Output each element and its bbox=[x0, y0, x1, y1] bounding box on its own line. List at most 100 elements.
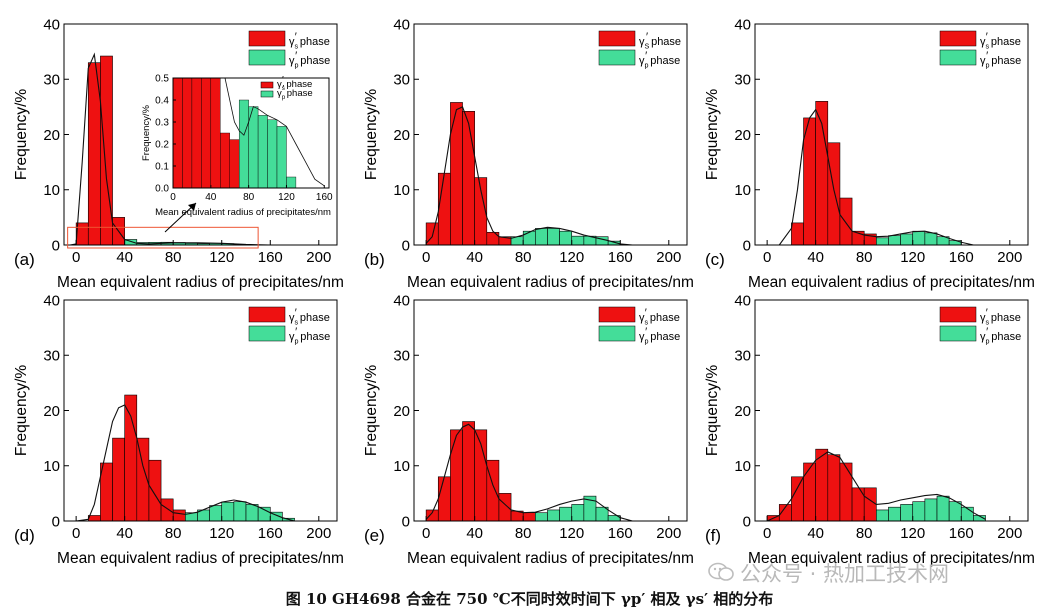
legend-swatch bbox=[939, 30, 977, 47]
fit-curve bbox=[766, 451, 986, 522]
bar-gamma-s bbox=[486, 231, 500, 246]
legend-label: γp′ phase bbox=[980, 326, 1021, 345]
bar-gamma-p bbox=[960, 506, 974, 522]
panel-label: (e) bbox=[364, 526, 385, 545]
fit-curve bbox=[224, 77, 325, 187]
bar-gamma-p bbox=[245, 504, 259, 522]
x-tick-label: 120 bbox=[209, 249, 234, 266]
legend-swatch bbox=[598, 30, 636, 47]
bar-gamma-p bbox=[924, 498, 938, 522]
bar-gamma-s bbox=[100, 462, 113, 522]
legend-swatch bbox=[598, 325, 636, 342]
y-tick-label: 20 bbox=[734, 403, 751, 420]
legend-label: γs′ phase bbox=[980, 307, 1021, 326]
fit-curve bbox=[425, 423, 633, 522]
bar-gamma-s bbox=[498, 493, 512, 522]
x-tick-label: 80 bbox=[856, 249, 873, 266]
y-tick-label: 0 bbox=[402, 513, 410, 530]
bar-gamma-p bbox=[888, 506, 901, 522]
panel-label: (a) bbox=[14, 250, 35, 269]
chart-panel-a: 0 10 20 30 40 0 40 80 120 160 200 Mean equivalent r… bbox=[13, 16, 344, 291]
legend-label: γs′ phase bbox=[980, 31, 1021, 50]
bar-gamma-s bbox=[229, 139, 240, 189]
bar-gamma-p bbox=[900, 504, 914, 522]
bar-gamma-p bbox=[221, 501, 235, 522]
legend-swatch bbox=[248, 306, 286, 323]
y-tick-label: 40 bbox=[43, 16, 60, 33]
bar-gamma-s bbox=[437, 172, 451, 246]
y-axis-label: Frequency/% bbox=[704, 89, 721, 181]
bar-gamma-p bbox=[276, 126, 287, 189]
bar-gamma-p bbox=[535, 228, 548, 246]
bar-gamma-s bbox=[839, 462, 853, 522]
bar-gamma-s bbox=[172, 77, 183, 189]
bar-gamma-p bbox=[876, 237, 889, 246]
chart-panel-d: 0 10 20 30 40 0 40 80 120 160 200 Mean equivalent r… bbox=[13, 292, 344, 567]
bar-gamma-p bbox=[900, 233, 914, 246]
y-tick-label: 20 bbox=[734, 127, 751, 144]
y-tick-label: 30 bbox=[734, 72, 751, 89]
bar-gamma-p bbox=[936, 495, 950, 522]
bar-gamma-s bbox=[863, 487, 877, 522]
y-tick-label: 0 bbox=[743, 513, 751, 530]
bar-gamma-p bbox=[924, 232, 938, 246]
x-tick-label: 160 bbox=[949, 525, 974, 542]
bar-gamma-s bbox=[124, 394, 138, 522]
bar-gamma-p bbox=[238, 99, 249, 189]
panel-label: (f) bbox=[705, 526, 721, 545]
y-axis-label: Frequency/% bbox=[13, 89, 30, 181]
bar-gamma-p bbox=[233, 501, 247, 522]
bar-gamma-p bbox=[535, 512, 548, 522]
bar-gamma-s bbox=[148, 459, 162, 522]
y-tick-label: 0 bbox=[743, 237, 751, 254]
y-axis-label: Frequency/% bbox=[13, 365, 30, 457]
legend-label: γp′ phase bbox=[289, 326, 330, 345]
bar-gamma-s bbox=[220, 132, 230, 189]
x-tick-label: 200 bbox=[306, 525, 331, 542]
x-tick-label: 80 bbox=[856, 525, 873, 542]
bar-gamma-p bbox=[571, 504, 585, 522]
bar-gamma-s bbox=[791, 476, 804, 522]
legend-swatch bbox=[260, 81, 274, 89]
legend-swatch bbox=[598, 49, 636, 66]
bar-gamma-s bbox=[437, 476, 451, 522]
figure-caption: 图 10 GH4698 合金在 750 ℃不同时效时间下 γp′ 相及 γs′ … bbox=[285, 590, 774, 608]
bar-gamma-p bbox=[267, 119, 278, 189]
bar-gamma-p bbox=[522, 230, 536, 246]
x-tick-label: 0 bbox=[170, 192, 176, 203]
x-tick-label: 40 bbox=[466, 249, 483, 266]
x-axis-label: Mean equivalent radius of precipitates/n… bbox=[748, 274, 1035, 291]
x-axis-label: Mean equivalent radius of precipitates/n… bbox=[155, 207, 331, 218]
legend-label: γs′ phase bbox=[289, 307, 330, 326]
y-tick-label: 30 bbox=[734, 348, 751, 365]
y-tick-label: 10 bbox=[734, 458, 751, 475]
x-tick-label: 200 bbox=[656, 249, 681, 266]
bar-gamma-s bbox=[827, 454, 841, 522]
x-tick-label: 160 bbox=[608, 249, 633, 266]
y-tick-label: 0.3 bbox=[155, 118, 169, 129]
x-tick-label: 80 bbox=[165, 525, 182, 542]
panel-label: (c) bbox=[705, 250, 725, 269]
bar-gamma-s bbox=[191, 77, 202, 189]
bar-gamma-p bbox=[912, 230, 926, 246]
plot-frame bbox=[172, 77, 330, 189]
legend-label: γp′ phase bbox=[289, 50, 330, 69]
bar-gamma-s bbox=[450, 102, 463, 246]
wechat-logo-icon bbox=[708, 562, 734, 581]
fit-curve bbox=[76, 404, 295, 522]
x-tick-label: 80 bbox=[165, 249, 182, 266]
y-tick-label: 20 bbox=[393, 403, 410, 420]
x-axis-label: Mean equivalent radius of precipitates/n… bbox=[407, 550, 694, 567]
y-tick-label: 40 bbox=[393, 16, 410, 33]
x-tick-label: 80 bbox=[243, 192, 255, 203]
x-axis-label: Mean equivalent radius of precipitates/n… bbox=[57, 274, 344, 291]
x-tick-label: 40 bbox=[807, 525, 824, 542]
x-tick-label: 160 bbox=[258, 249, 283, 266]
bar-gamma-s bbox=[839, 197, 853, 246]
y-tick-label: 10 bbox=[393, 458, 410, 475]
x-tick-label: 200 bbox=[656, 525, 681, 542]
y-tick-label: 30 bbox=[393, 348, 410, 365]
bar-gamma-s bbox=[522, 512, 536, 522]
y-axis-label: Frequency/% bbox=[704, 365, 721, 457]
